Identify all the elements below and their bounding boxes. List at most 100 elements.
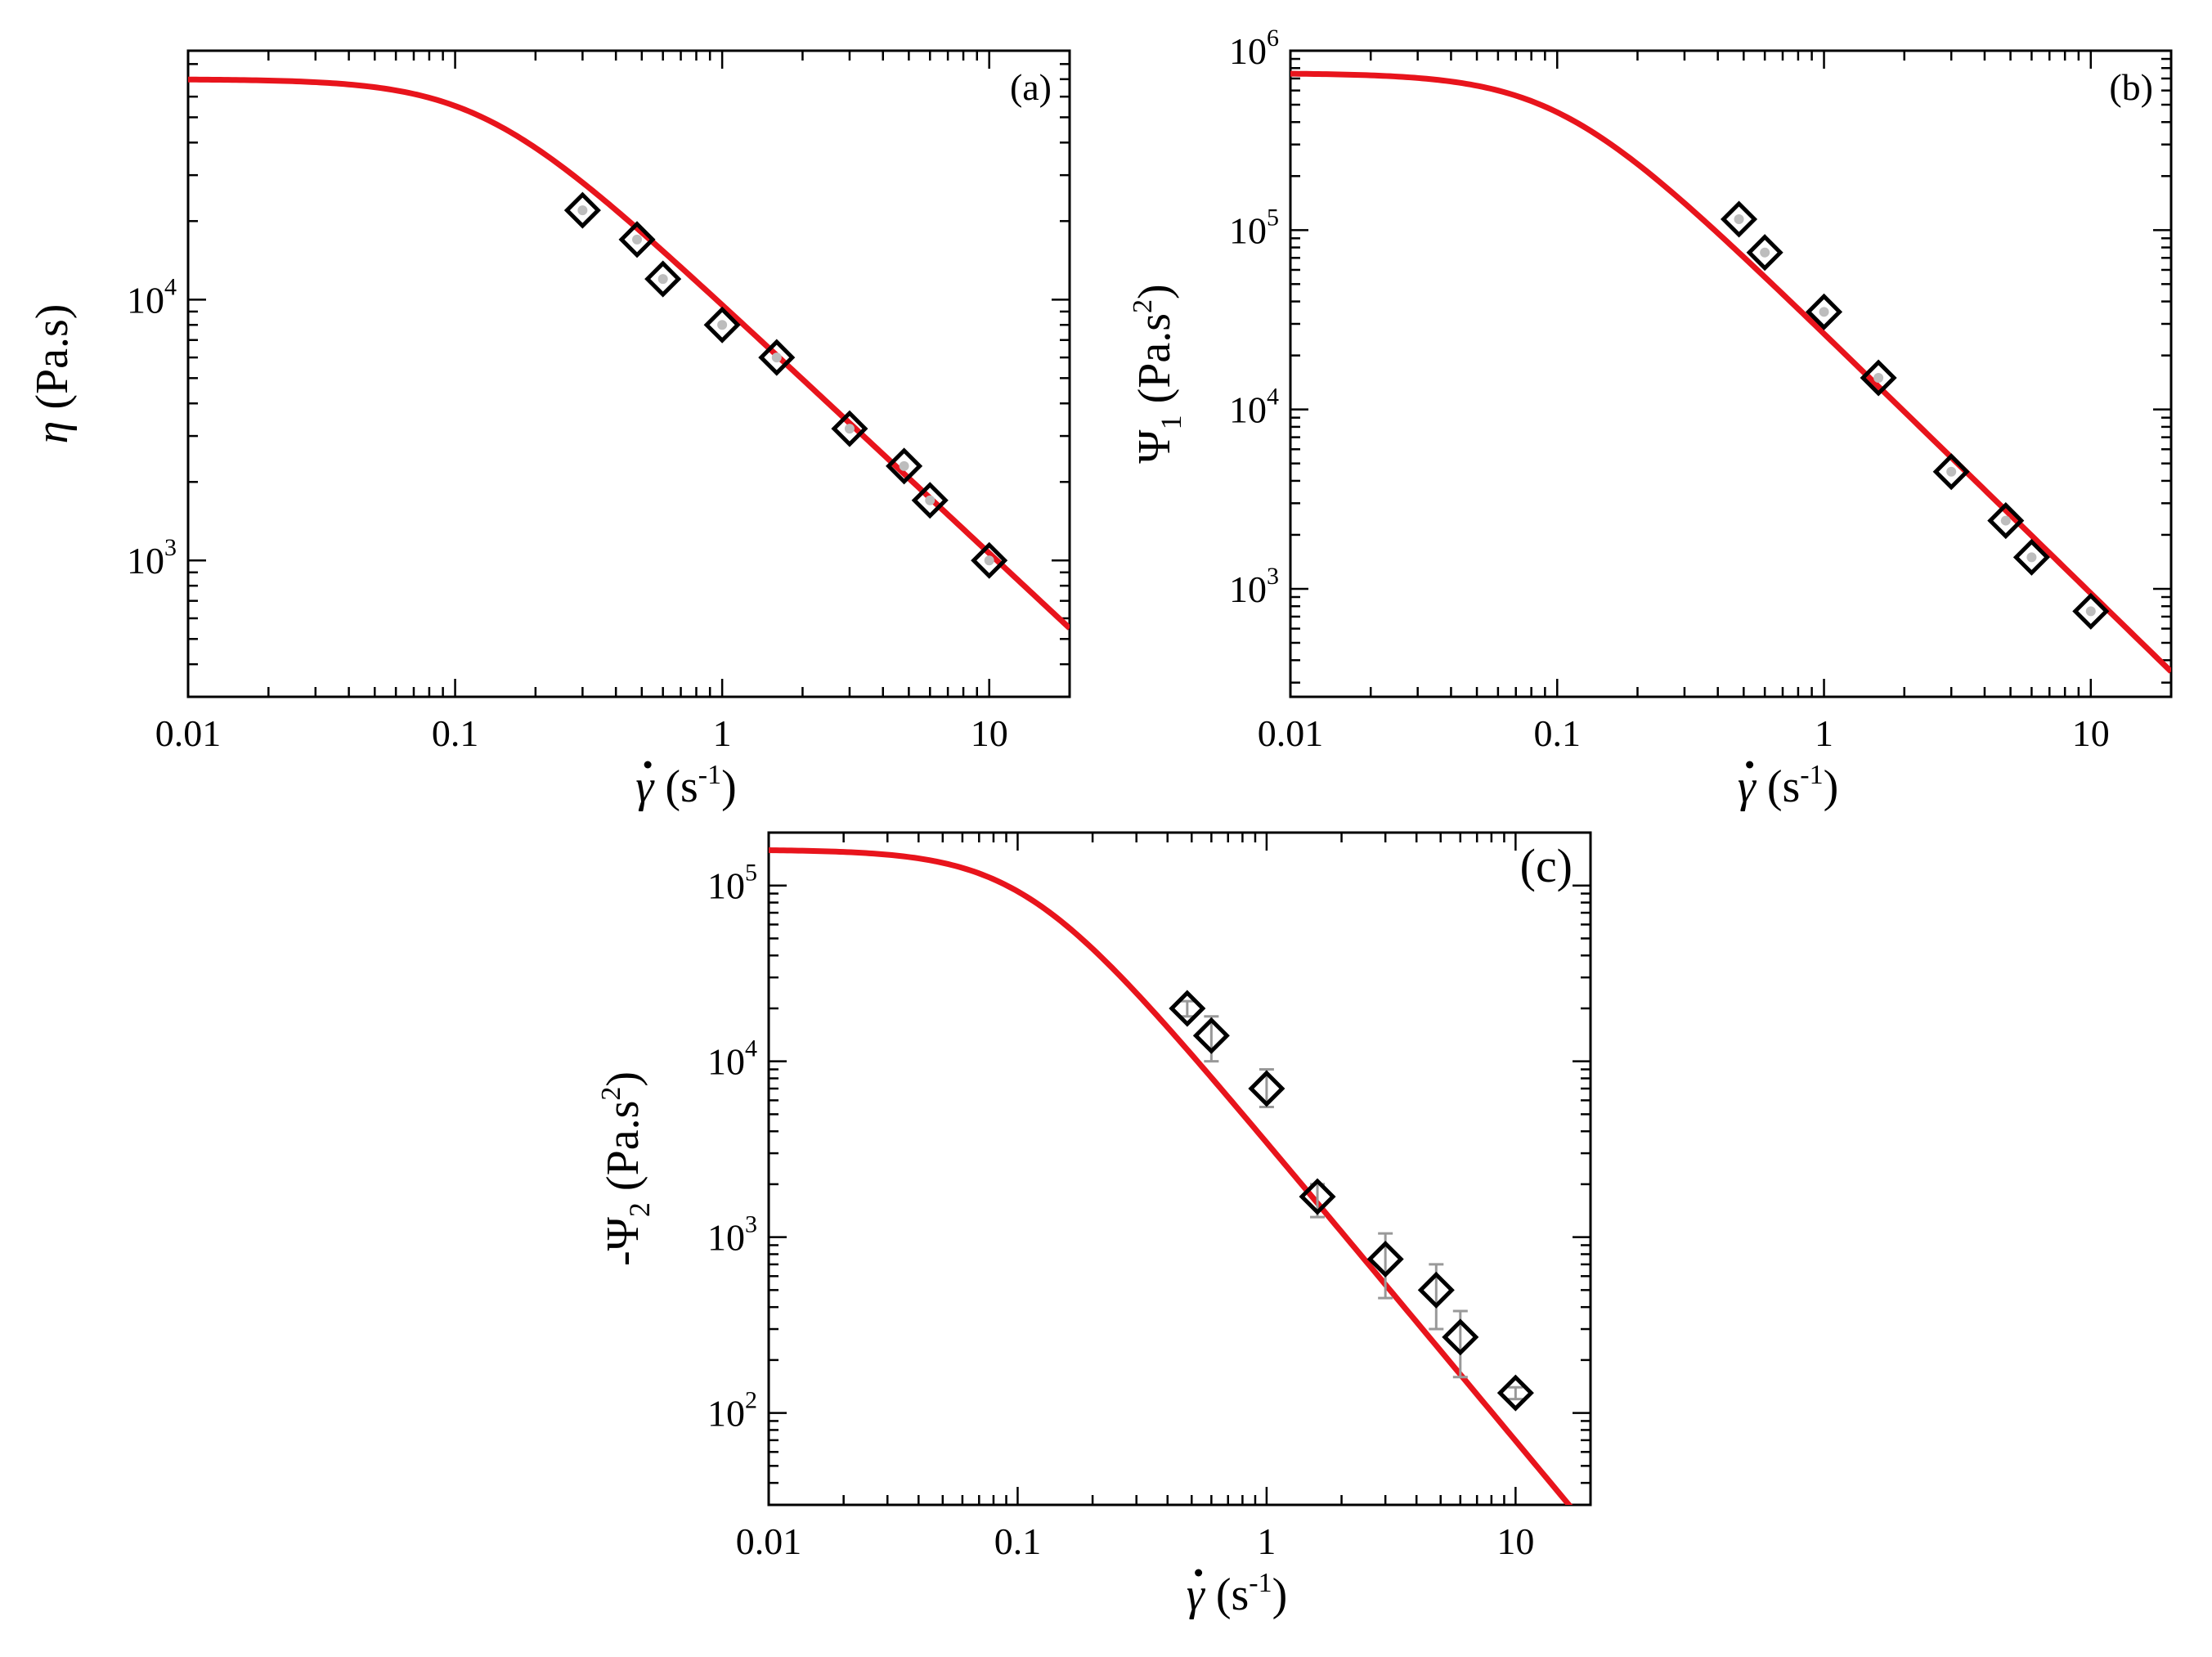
x-axis-dot	[1746, 761, 1754, 769]
y-tick-label: 106	[1229, 25, 1279, 72]
marker-center	[2026, 552, 2037, 563]
panel-label: (a)	[1010, 66, 1052, 108]
data-point	[831, 410, 868, 447]
y-tick-label-base: 10	[1229, 568, 1267, 610]
y-tick-label-base: 10	[1229, 30, 1267, 72]
data-point	[758, 339, 796, 376]
marker-center	[1760, 247, 1770, 258]
x-tick-label: 0.1	[994, 1520, 1042, 1562]
data-point	[1720, 200, 1758, 238]
plot-area	[1290, 70, 2171, 674]
plot-frame	[1289, 49, 2173, 698]
x-axis-dot	[644, 761, 652, 769]
data-point	[703, 306, 741, 344]
y-tick-label-exp: 6	[1267, 25, 1279, 52]
x-tick-label: 10	[1496, 1520, 1534, 1562]
y-tick-label: 103	[707, 1211, 757, 1259]
y-axis-close: )	[598, 1071, 648, 1087]
y-tick-label: 104	[127, 273, 177, 321]
data-point	[644, 260, 682, 298]
y-tick-label-exp: 4	[1267, 384, 1279, 411]
y-tick-label-base: 10	[1229, 209, 1267, 251]
data-point	[911, 482, 949, 519]
marker-center	[1946, 466, 1957, 477]
data-point	[563, 191, 601, 229]
data-point	[2072, 592, 2110, 630]
marker-center	[1734, 214, 1744, 225]
y-axis-label: Ψ1 (Pa.s2)	[1128, 284, 1187, 463]
panel-label: (b)	[2109, 66, 2153, 108]
y-axis-unit: (Pa.s	[1129, 313, 1180, 415]
x-axis-close: )	[1824, 761, 1839, 812]
data-point	[1299, 1178, 1336, 1215]
fit-line	[188, 76, 1070, 631]
x-axis-close: )	[721, 761, 737, 812]
y-axis-exp: 2	[596, 1087, 626, 1101]
x-axis-unit: (s	[653, 761, 698, 812]
x-tick-label: 1	[1815, 712, 1833, 754]
x-axis-exp: -1	[1249, 1568, 1272, 1598]
plot-frame	[767, 831, 1592, 1507]
data-point	[1496, 1374, 1534, 1412]
y-tick-label-exp: 5	[1267, 204, 1279, 231]
data-point	[618, 221, 656, 258]
y-tick-label-base: 10	[1229, 389, 1267, 431]
y-tick-label-exp: 3	[745, 1211, 757, 1238]
marker-center	[771, 353, 782, 363]
fit-line	[1290, 70, 2171, 674]
data-point	[2012, 538, 2050, 576]
plot-area	[188, 76, 1070, 631]
y-tick-label-exp: 4	[745, 1035, 757, 1062]
y-axis-symbol: -Ψ	[598, 1216, 648, 1266]
marker-center	[925, 495, 936, 505]
marker-center	[899, 460, 909, 471]
marker-center	[2000, 515, 2011, 526]
y-tick-label: 105	[1229, 204, 1279, 251]
x-axis-exp: -1	[1800, 760, 1823, 790]
x-tick-label: 10	[971, 712, 1008, 754]
data-point	[1417, 1271, 1455, 1309]
y-tick-label-exp: 4	[164, 273, 177, 300]
data-point	[1746, 234, 1784, 272]
marker-center	[717, 320, 728, 330]
x-axis-label: γ (s-1)	[1187, 1568, 1288, 1620]
y-axis-close: )	[1129, 284, 1180, 299]
data-point	[1248, 1070, 1285, 1107]
y-axis-sub: 1	[1155, 415, 1187, 429]
marker-center	[1819, 307, 1829, 317]
y-tick-label-base: 10	[127, 540, 164, 582]
y-axis-exp: 2	[1128, 299, 1158, 313]
y-tick-label: 105	[707, 860, 757, 907]
y-axis-sub: 2	[623, 1202, 656, 1217]
data-point	[1366, 1240, 1404, 1278]
x-axis-label: γ (s-1)	[1738, 760, 1839, 812]
y-tick-label-base: 10	[707, 1041, 745, 1083]
x-axis-unit: (s	[1205, 1569, 1249, 1620]
data-point	[886, 447, 923, 485]
marker-center	[1873, 373, 1884, 384]
y-tick-label-exp: 2	[745, 1387, 757, 1414]
plot-frame	[186, 49, 1071, 698]
y-axis-unit: (Pa.s	[598, 1101, 648, 1202]
y-axis-symbol: Ψ	[1129, 429, 1180, 464]
x-axis-symbol: γ	[635, 761, 655, 812]
x-axis-label: γ (s-1)	[635, 760, 737, 812]
y-tick-label-exp: 3	[164, 534, 177, 561]
y-tick-label: 104	[1229, 384, 1279, 431]
x-axis-symbol: γ	[1738, 761, 1757, 812]
y-axis-unit: (Pa.s)	[27, 304, 78, 421]
fit-line	[769, 847, 1573, 1505]
y-tick-label-exp: 3	[1267, 563, 1279, 590]
marker-center	[2085, 606, 2096, 617]
y-tick-label-base: 10	[707, 865, 745, 907]
x-tick-label: 1	[713, 712, 732, 754]
x-tick-label: 0.1	[432, 712, 479, 754]
x-axis-dot	[1195, 1569, 1203, 1577]
y-tick-label-exp: 5	[745, 860, 757, 887]
data-point	[1169, 990, 1206, 1027]
x-tick-label: 0.1	[1534, 712, 1582, 754]
